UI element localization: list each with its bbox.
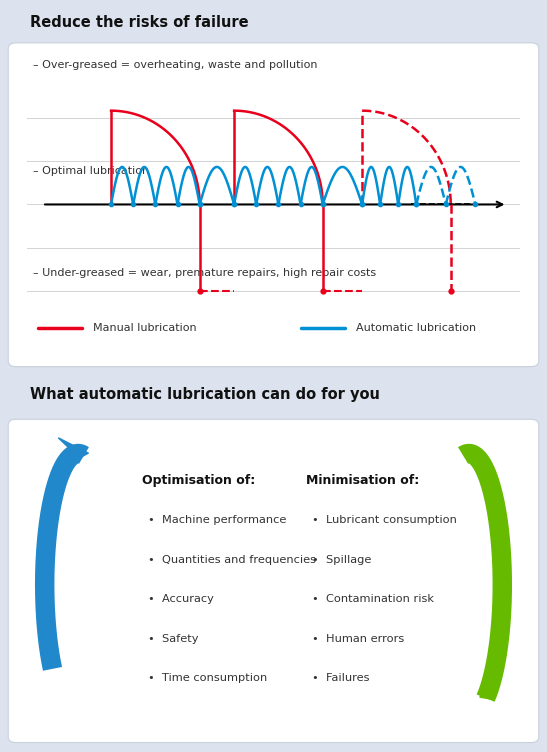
Text: – Under-greased = wear, premature repairs, high repair costs: – Under-greased = wear, premature repair… (33, 268, 376, 278)
Text: •  Accuracy: • Accuracy (148, 594, 213, 604)
Text: •  Failures: • Failures (312, 673, 369, 683)
Text: Automatic lubrication: Automatic lubrication (356, 323, 476, 332)
FancyBboxPatch shape (8, 420, 539, 743)
Text: •  Contamination risk: • Contamination risk (312, 594, 434, 604)
Text: Reduce the risks of failure: Reduce the risks of failure (30, 15, 249, 30)
Text: – Optimal lubrication: – Optimal lubrication (33, 166, 149, 176)
Text: What automatic lubrication can do for you: What automatic lubrication can do for yo… (30, 387, 380, 402)
Text: •  Spillage: • Spillage (312, 555, 371, 565)
Text: Minimisation of:: Minimisation of: (306, 474, 420, 487)
Polygon shape (59, 438, 89, 458)
Text: •  Time consumption: • Time consumption (148, 673, 267, 683)
Polygon shape (480, 675, 496, 699)
FancyBboxPatch shape (8, 43, 539, 367)
Text: •  Safety: • Safety (148, 633, 198, 644)
Text: •  Machine performance: • Machine performance (148, 515, 286, 525)
Text: – Over-greased = overheating, waste and pollution: – Over-greased = overheating, waste and … (33, 59, 317, 69)
Text: •  Quantities and frequencies: • Quantities and frequencies (148, 555, 316, 565)
Text: Optimisation of:: Optimisation of: (142, 474, 255, 487)
Text: •  Lubricant consumption: • Lubricant consumption (312, 515, 457, 525)
Text: Manual lubrication: Manual lubrication (93, 323, 196, 332)
Text: •  Human errors: • Human errors (312, 633, 404, 644)
